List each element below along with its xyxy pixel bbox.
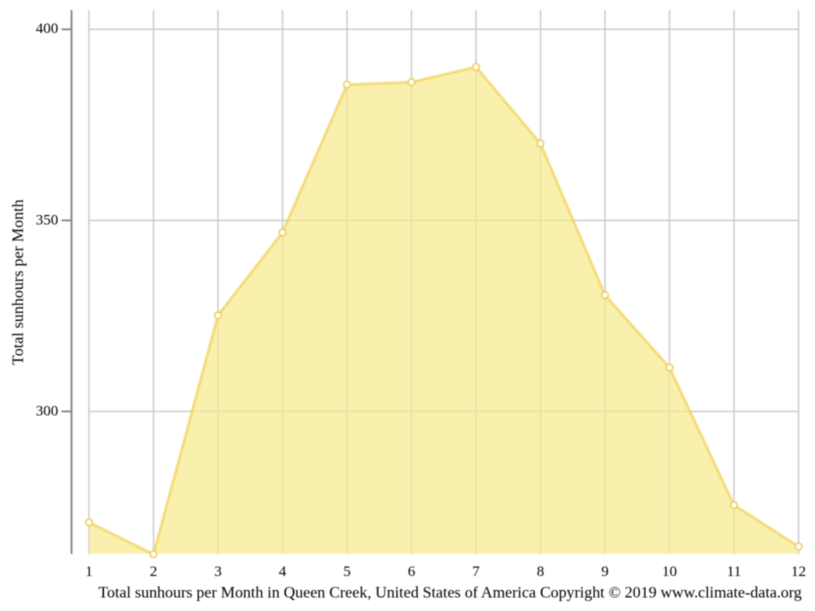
svg-text:12: 12 — [791, 564, 806, 580]
svg-text:9: 9 — [601, 564, 609, 580]
svg-text:1: 1 — [85, 564, 93, 580]
svg-text:4: 4 — [279, 564, 287, 580]
svg-text:400: 400 — [36, 21, 59, 37]
svg-text:10: 10 — [662, 564, 677, 580]
svg-text:2: 2 — [150, 564, 158, 580]
svg-text:8: 8 — [537, 564, 545, 580]
svg-text:3: 3 — [214, 564, 222, 580]
svg-text:Total sunhours per Month in Qu: Total sunhours per Month in Queen Creek,… — [98, 585, 801, 602]
svg-text:7: 7 — [472, 564, 480, 580]
svg-text:11: 11 — [727, 564, 741, 580]
svg-text:6: 6 — [408, 564, 416, 580]
svg-text:300: 300 — [36, 404, 59, 420]
svg-text:5: 5 — [343, 564, 351, 580]
svg-text:350: 350 — [36, 212, 59, 228]
svg-text:Total sunhours per Month: Total sunhours per Month — [10, 199, 27, 365]
